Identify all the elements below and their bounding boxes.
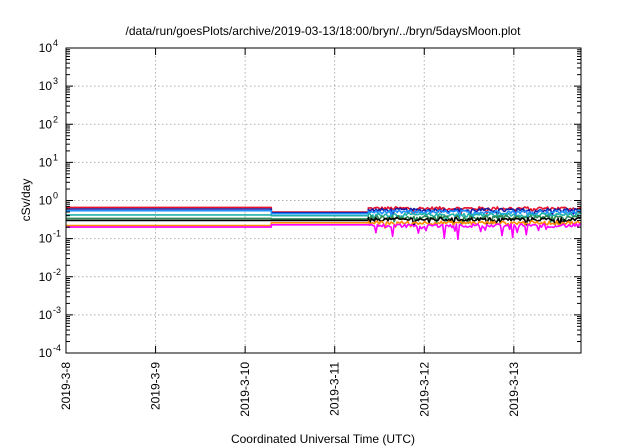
- x-tick-label: 2019-3-10: [238, 362, 252, 417]
- x-tick-label: 2019-3-13: [507, 362, 521, 417]
- y-tick-label: 10 3: [39, 76, 58, 93]
- y-tick-label: 10 -2: [39, 267, 61, 284]
- y-tick-base: 10: [39, 194, 53, 208]
- y-tick-exponent: 2: [53, 114, 58, 124]
- y-tick-exponent: -2: [53, 267, 61, 277]
- y-tick-base: 10: [39, 346, 53, 360]
- series-lines: [66, 205, 582, 241]
- x-axis-label: Coordinated Universal Time (UTC): [231, 432, 415, 446]
- chart-title: /data/run/goesPlots/archive/2019-03-13/1…: [126, 24, 522, 38]
- x-tick-label: 2019-3-12: [417, 362, 431, 417]
- y-axis-label: cSv/day: [19, 179, 33, 222]
- x-tick-label: 2019-3-8: [59, 362, 73, 410]
- y-tick-label: 10 0: [39, 191, 58, 208]
- axis-ticks: [65, 47, 581, 354]
- y-tick-exponent: 1: [53, 152, 58, 162]
- y-tick-base: 10: [39, 232, 53, 246]
- series-line: [66, 207, 582, 217]
- y-tick-base: 10: [39, 79, 53, 93]
- x-tick-label: 2019-3-11: [328, 362, 342, 416]
- x-tick-labels: 2019-3-8 2019-3-9 2019-3-10 2019-3-11 2019-3…: [59, 362, 521, 417]
- y-tick-exponent: 4: [53, 38, 58, 48]
- y-tick-label: 10 -4: [39, 343, 61, 360]
- y-tick-label: 10 -1: [39, 229, 61, 246]
- y-tick-label: 10 -3: [39, 305, 61, 322]
- series-line: [66, 223, 582, 241]
- y-tick-exponent: -1: [53, 229, 61, 239]
- y-tick-base: 10: [39, 41, 53, 55]
- y-tick-base: 10: [39, 117, 53, 131]
- y-tick-base: 10: [39, 308, 53, 322]
- y-tick-exponent: 0: [53, 191, 58, 201]
- y-tick-label: 10 2: [39, 114, 58, 131]
- y-tick-exponent: 3: [53, 76, 58, 86]
- y-tick-label: 10 1: [39, 152, 58, 169]
- series-line: [66, 220, 582, 229]
- series-line: [66, 216, 582, 227]
- y-tick-base: 10: [39, 155, 53, 169]
- y-tick-label: 10 4: [39, 38, 58, 55]
- y-tick-exponent: -4: [53, 343, 61, 353]
- y-tick-base: 10: [39, 270, 53, 284]
- y-tick-exponent: -3: [53, 305, 61, 315]
- grid: [66, 48, 581, 353]
- x-tick-label: 2019-3-9: [149, 362, 163, 410]
